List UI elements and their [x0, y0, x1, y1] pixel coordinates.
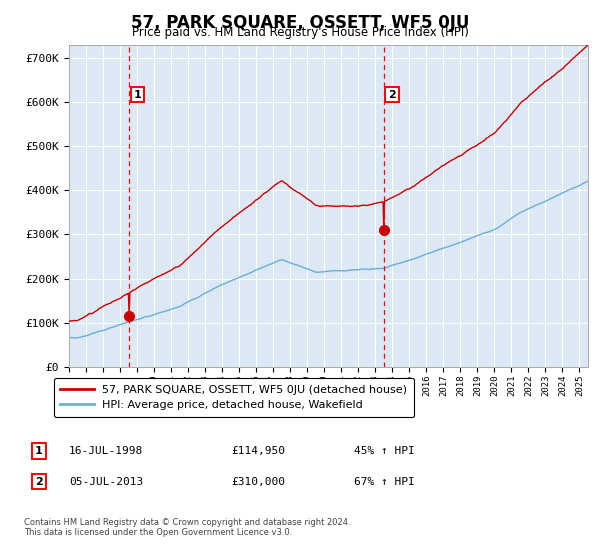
- Text: Contains HM Land Registry data © Crown copyright and database right 2024.
This d: Contains HM Land Registry data © Crown c…: [24, 518, 350, 538]
- Text: 45% ↑ HPI: 45% ↑ HPI: [354, 446, 415, 456]
- Text: 2: 2: [35, 477, 43, 487]
- Text: 1: 1: [35, 446, 43, 456]
- Text: 1: 1: [133, 90, 141, 100]
- Legend: 57, PARK SQUARE, OSSETT, WF5 0JU (detached house), HPI: Average price, detached : 57, PARK SQUARE, OSSETT, WF5 0JU (detach…: [53, 378, 414, 417]
- Text: £310,000: £310,000: [231, 477, 285, 487]
- Text: 16-JUL-1998: 16-JUL-1998: [69, 446, 143, 456]
- Text: 05-JUL-2013: 05-JUL-2013: [69, 477, 143, 487]
- Text: Price paid vs. HM Land Registry's House Price Index (HPI): Price paid vs. HM Land Registry's House …: [131, 26, 469, 39]
- Text: 2: 2: [388, 90, 396, 100]
- Text: £114,950: £114,950: [231, 446, 285, 456]
- Text: 57, PARK SQUARE, OSSETT, WF5 0JU: 57, PARK SQUARE, OSSETT, WF5 0JU: [131, 14, 469, 32]
- Text: 67% ↑ HPI: 67% ↑ HPI: [354, 477, 415, 487]
